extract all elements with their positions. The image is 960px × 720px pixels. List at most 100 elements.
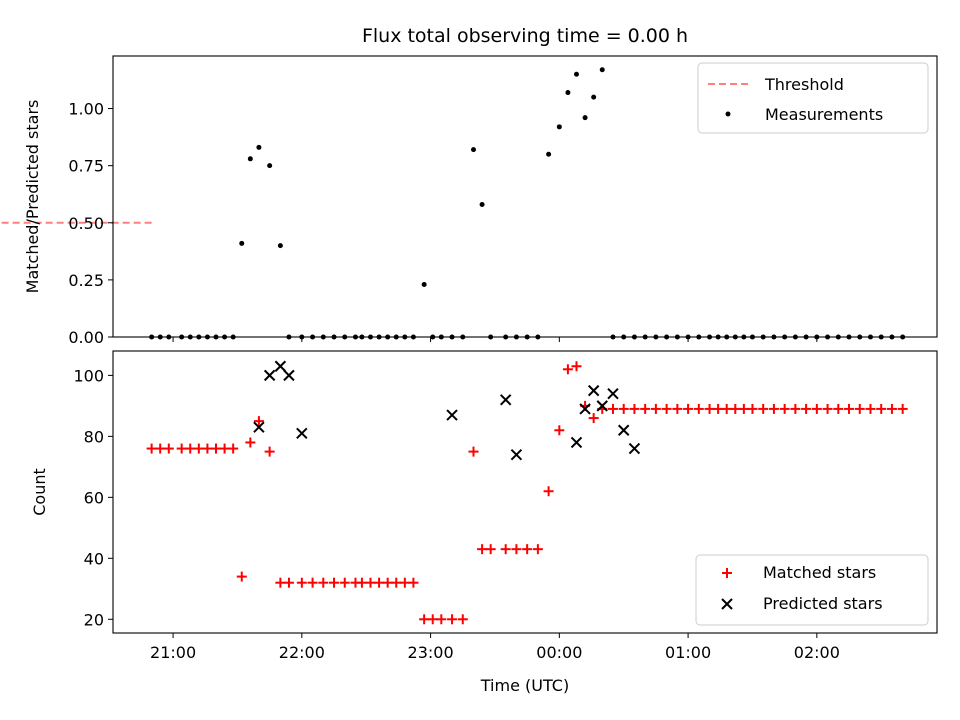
legend-predicted-swatch <box>721 598 733 610</box>
matched-point <box>468 446 479 457</box>
matched-point <box>721 403 732 414</box>
matched-point <box>629 403 640 414</box>
matched-point <box>571 361 582 372</box>
measurement-point <box>565 90 571 96</box>
matched-point <box>391 577 402 588</box>
bottom-y-axis-label: Count <box>30 468 49 516</box>
measurement-point <box>591 94 597 100</box>
matched-point <box>730 403 741 414</box>
matched-point <box>532 544 543 555</box>
matched-point <box>747 403 758 414</box>
matched-point <box>779 403 790 414</box>
matched-point <box>854 403 865 414</box>
measurement-point <box>556 124 562 130</box>
matched-point <box>176 443 187 454</box>
top-y-tick-label: 0.25 <box>68 271 104 290</box>
matched-point <box>511 544 522 555</box>
matched-point <box>607 403 618 414</box>
matched-point <box>296 577 307 588</box>
matched-point <box>193 443 204 454</box>
matched-point <box>307 577 318 588</box>
matched-point <box>738 403 749 414</box>
matched-point <box>683 403 694 414</box>
matched-point <box>365 577 376 588</box>
matched-point <box>522 544 533 555</box>
predicted-point <box>283 369 295 382</box>
matched-point <box>704 403 715 414</box>
matched-point <box>329 577 340 588</box>
matched-point <box>500 544 511 555</box>
bottom-y-tick-label: 20 <box>84 610 104 629</box>
matched-point <box>758 403 769 414</box>
predicted-point <box>607 387 619 400</box>
matched-point <box>672 403 683 414</box>
top-legend: Threshold Measurements <box>697 62 929 134</box>
matched-point <box>457 614 468 625</box>
matched-point <box>264 446 275 457</box>
x-tick-label: 02:00 <box>794 643 840 662</box>
matched-point <box>211 443 221 454</box>
x-tick-label: 00:00 <box>536 643 582 662</box>
matched-point <box>356 577 367 588</box>
matched-point <box>408 577 419 588</box>
matched-point <box>650 403 661 414</box>
matched-point <box>543 486 554 497</box>
predicted-point <box>499 394 512 406</box>
matched-point <box>811 403 822 414</box>
bottom-plot-frame <box>112 350 938 634</box>
top-y-ticks: 0.00 0.25 0.50 0.75 1.00 <box>68 100 113 347</box>
measurement-point <box>239 240 245 246</box>
bottom-legend: Matched stars Predicted stars <box>695 554 929 626</box>
matched-point <box>485 544 496 555</box>
matched-point <box>399 577 410 588</box>
chart-title: Flux total observing time = 0.00 h <box>362 25 688 47</box>
matched-point <box>163 443 174 454</box>
top-y-tick-label: 1.00 <box>68 100 104 119</box>
measurement-point <box>546 151 552 157</box>
x-tick-label: 22:00 <box>279 643 325 662</box>
matched-point <box>146 443 157 454</box>
matched-point <box>253 416 264 427</box>
bottom-x-ticks: 21:00 22:00 23:00 00:00 01:00 02:00 <box>150 633 840 662</box>
matched-point <box>436 614 447 625</box>
matched-point <box>283 577 294 588</box>
matched-point <box>618 403 629 414</box>
bottom-legend-box <box>695 554 929 626</box>
predicted-point <box>570 436 583 449</box>
matched-point <box>844 403 855 414</box>
top-y-tick-label: 0.00 <box>68 328 104 347</box>
predicted-point <box>263 369 276 382</box>
matched-point <box>822 403 833 414</box>
matched-point <box>228 443 239 454</box>
matched-point <box>374 577 385 588</box>
bottom-y-ticks: 20 40 60 80 100 <box>73 366 113 629</box>
matched-point <box>886 403 897 414</box>
legend-predicted-label: Predicted stars <box>763 594 883 613</box>
measurement-point <box>471 147 476 153</box>
measurement-point <box>256 144 262 150</box>
predicted-point <box>628 442 641 455</box>
matched-point <box>713 403 724 414</box>
predicted-point <box>446 409 458 421</box>
bottom-y-tick-label: 60 <box>84 488 104 507</box>
legend-plus-mark <box>722 568 732 578</box>
matched-point <box>865 403 876 414</box>
measurement-point <box>479 201 485 207</box>
matched-point <box>202 443 213 454</box>
matched-point <box>155 443 166 454</box>
top-plot-frame <box>112 55 938 338</box>
matched-point <box>554 425 565 436</box>
legend-measurements-swatch <box>725 111 731 117</box>
predicted-point <box>579 403 591 415</box>
matched-point <box>897 403 908 414</box>
predicted-point <box>296 427 308 440</box>
x-tick-label: 21:00 <box>150 643 196 662</box>
legend-matched-label: Matched stars <box>763 563 876 582</box>
matched-point <box>185 443 196 454</box>
top-y-tick-label: 0.75 <box>68 157 104 176</box>
matched-point <box>833 403 844 414</box>
bottom-y-tick-label: 40 <box>84 549 104 568</box>
top-x-ticks <box>172 337 818 342</box>
matched-point <box>588 413 599 424</box>
predicted-point <box>510 448 523 461</box>
